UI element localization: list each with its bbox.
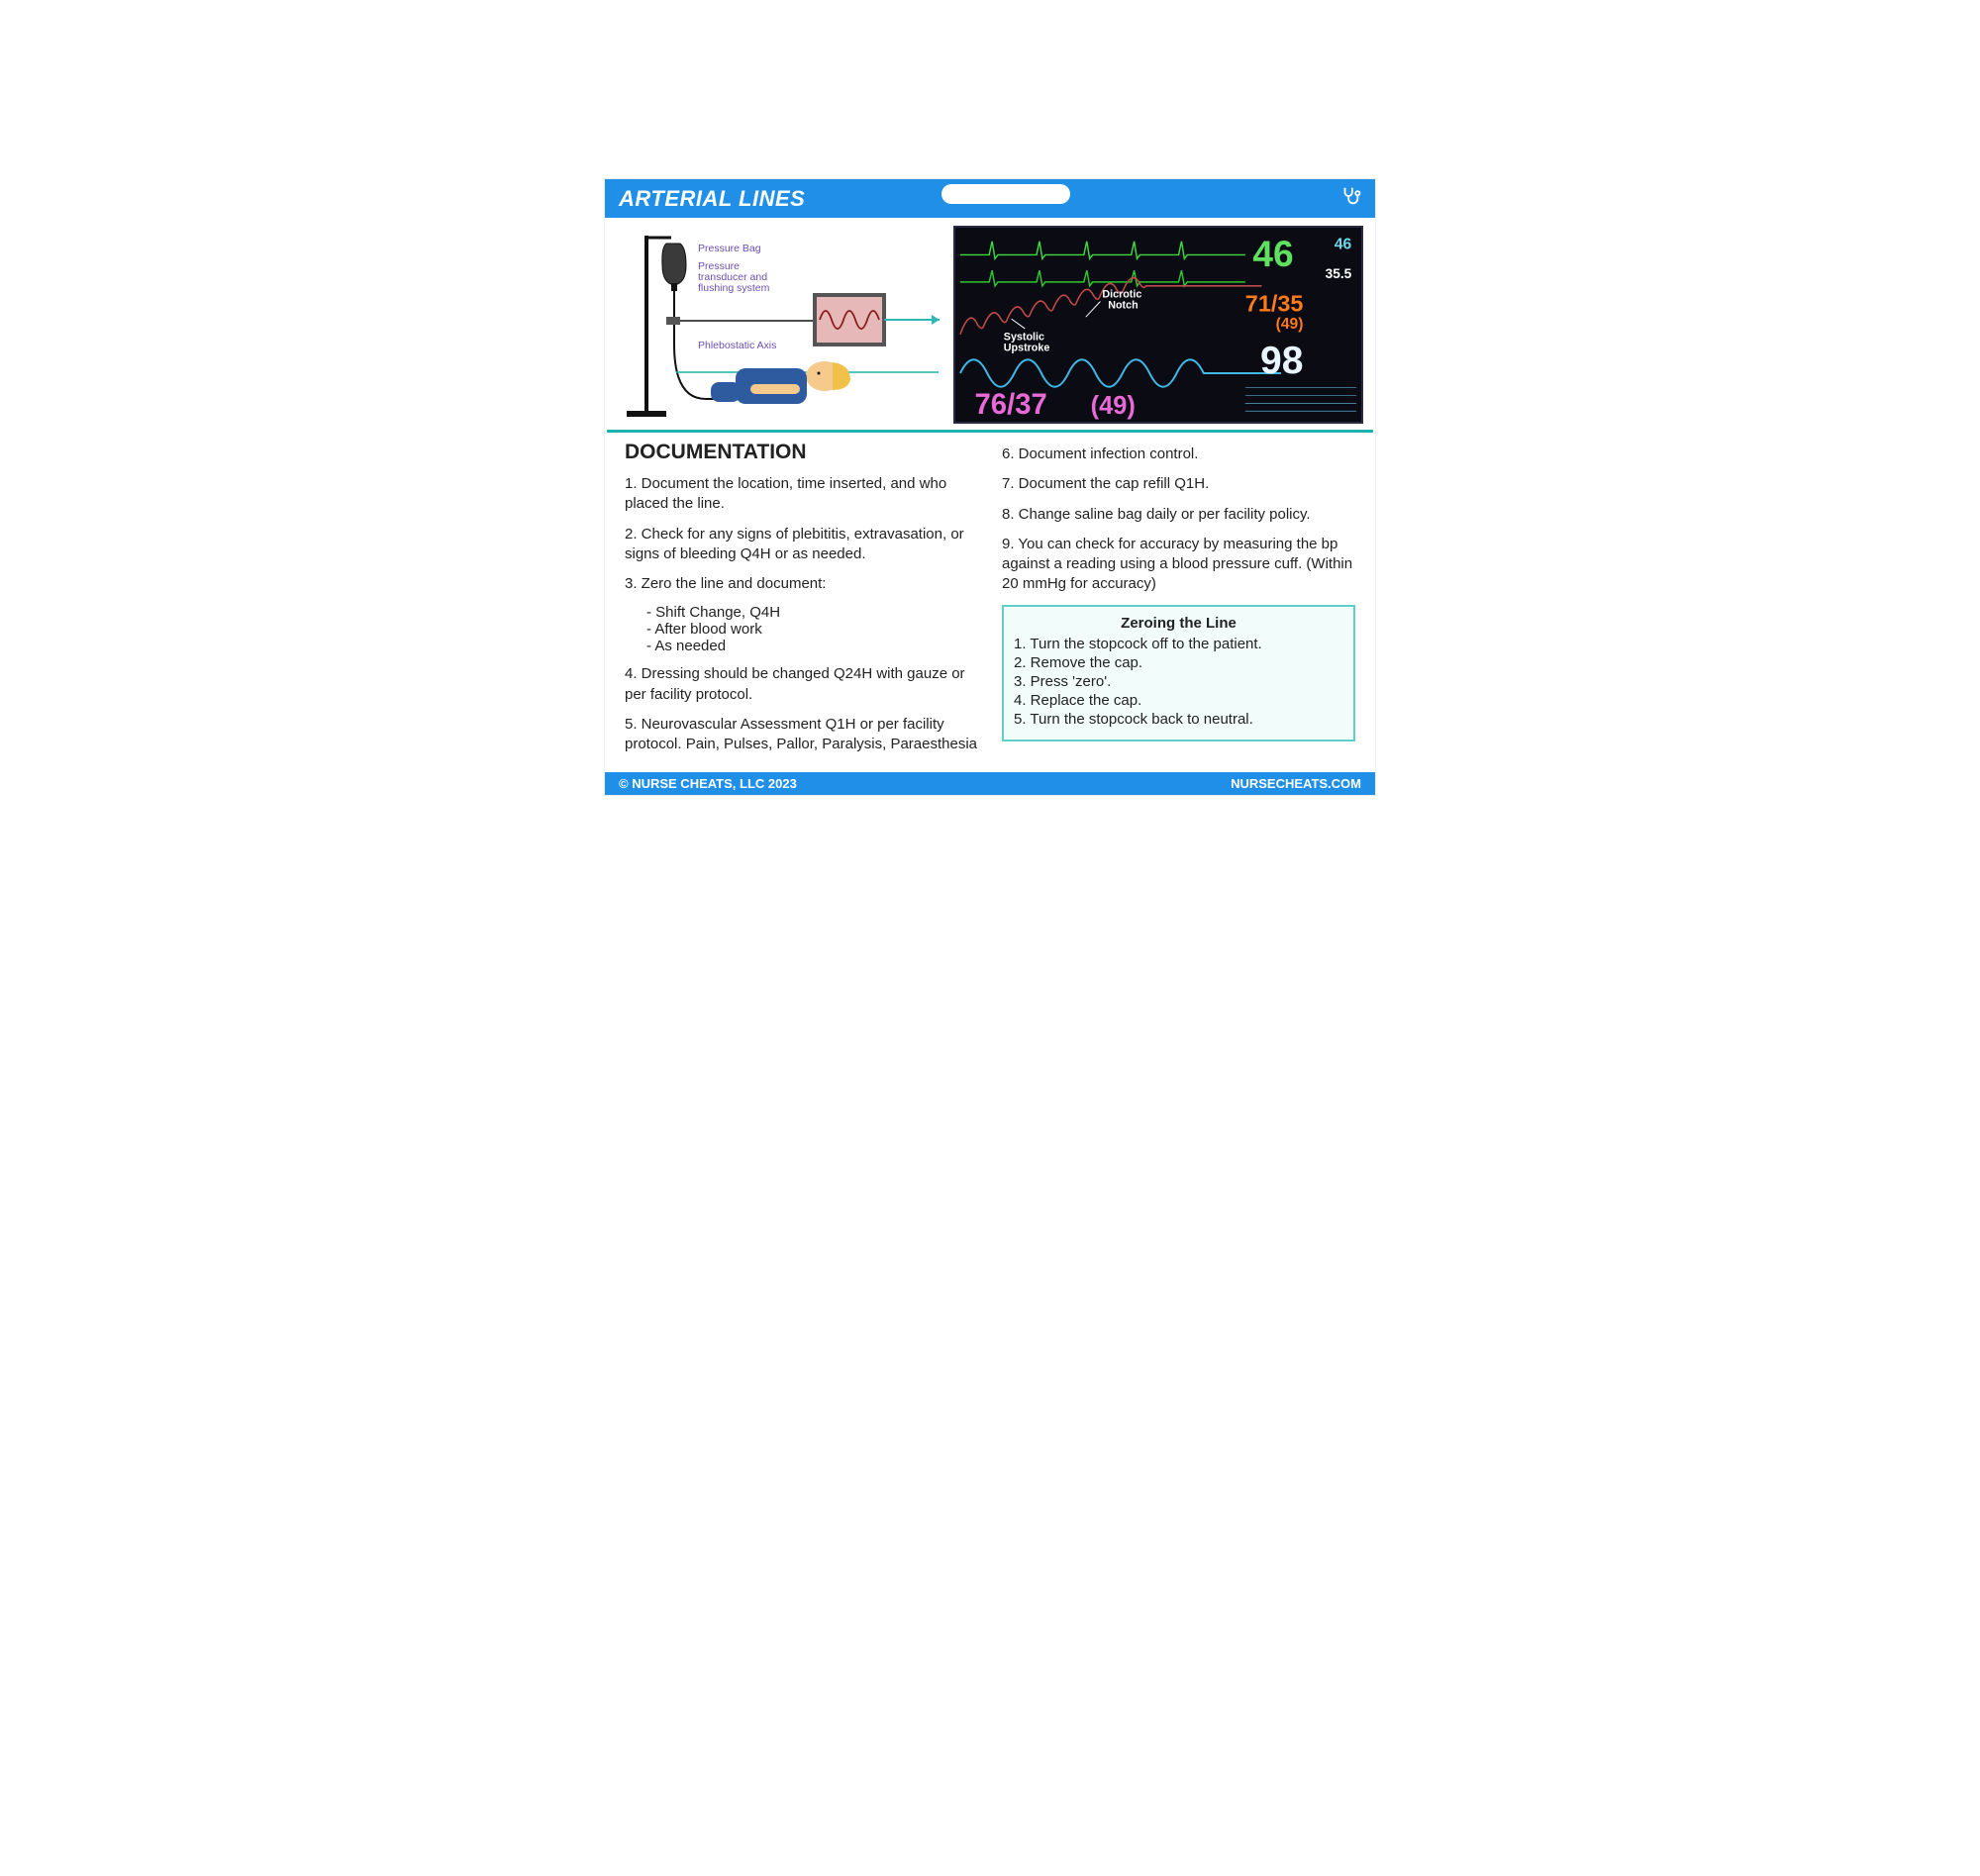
doc-item: 3. Zero the line and document: xyxy=(625,574,978,594)
hr-side: 46 xyxy=(1335,237,1352,253)
doc-item: 9. You can check for accuracy by measuri… xyxy=(1002,535,1355,595)
doc-item: 5. Neurovascular Assessment Q1H or per f… xyxy=(625,715,978,755)
documentation-title: DOCUMENTATION xyxy=(625,441,978,464)
doc-item: 8. Change saline bag daily or per facili… xyxy=(1002,505,1355,525)
zeroing-step: 3. Press 'zero'. xyxy=(1014,673,1343,690)
doc-item: 2. Check for any signs of plebititis, ex… xyxy=(625,525,978,565)
doc-subitem: - After blood work xyxy=(646,621,978,638)
label-pressure-bag: Pressure Bag xyxy=(698,243,761,254)
zeroing-title: Zeroing the Line xyxy=(1014,615,1343,632)
documentation-section: DOCUMENTATION 1. Document the location, … xyxy=(605,433,1375,772)
top-panel: Pressure Bag Pressuretransducer andflush… xyxy=(605,218,1375,430)
zeroing-step: 2. Remove the cap. xyxy=(1014,654,1343,671)
zeroing-step: 4. Replace the cap. xyxy=(1014,692,1343,709)
stethoscope-icon xyxy=(1339,185,1361,212)
doc-subitem: - Shift Change, Q4H xyxy=(646,604,978,621)
art-map: (49) xyxy=(1276,316,1304,333)
doc-item: 7. Document the cap refill Q1H. xyxy=(1002,474,1355,494)
zeroing-step: 5. Turn the stopcock back to neutral. xyxy=(1014,711,1343,728)
reference-card: ARTERIAL LINES xyxy=(604,178,1376,796)
temp-value: 35.5 xyxy=(1326,266,1352,281)
left-column: DOCUMENTATION 1. Document the location, … xyxy=(625,441,978,764)
nbp-map: (49) xyxy=(1091,392,1136,420)
art-value: 71/35 xyxy=(1245,290,1304,316)
setup-diagram: Pressure Bag Pressuretransducer andflush… xyxy=(617,226,943,424)
doc-item: 4. Dressing should be changed Q24H with … xyxy=(625,664,978,705)
label-phlebostatic: Phlebostatic Axis xyxy=(698,340,776,351)
website-text: NURSECHEATS.COM xyxy=(1231,776,1361,791)
zeroing-step: 1. Turn the stopcock off to the patient. xyxy=(1014,636,1343,652)
spo2-value: 98 xyxy=(1260,340,1303,382)
label-dicrotic: DicroticNotch xyxy=(1102,289,1141,312)
hr-value: 46 xyxy=(1252,233,1293,274)
label-transducer: Pressuretransducer andflushing system xyxy=(698,260,770,294)
patient-monitor: DicroticNotch SystolicUpstroke 46 46 35.… xyxy=(953,226,1363,424)
doc-item: 1. Document the location, time inserted,… xyxy=(625,474,978,515)
doc-item: 6. Document infection control. xyxy=(1002,444,1355,464)
label-systolic: SystolicUpstroke xyxy=(1004,332,1050,354)
header-bar: ARTERIAL LINES xyxy=(605,179,1375,218)
right-column: 6. Document infection control. 7. Docume… xyxy=(1002,441,1355,764)
nbp-value: 76/37 xyxy=(975,388,1047,421)
card-title: ARTERIAL LINES xyxy=(619,186,805,212)
footer-bar: © NURSE CHEATS, LLC 2023 NURSECHEATS.COM xyxy=(605,772,1375,795)
doc-subitem: - As needed xyxy=(646,638,978,654)
badge-slot xyxy=(941,184,1070,204)
zeroing-box: Zeroing the Line 1. Turn the stopcock of… xyxy=(1002,605,1355,741)
copyright-text: © NURSE CHEATS, LLC 2023 xyxy=(619,776,797,791)
doc-sublist: - Shift Change, Q4H - After blood work -… xyxy=(646,604,978,654)
